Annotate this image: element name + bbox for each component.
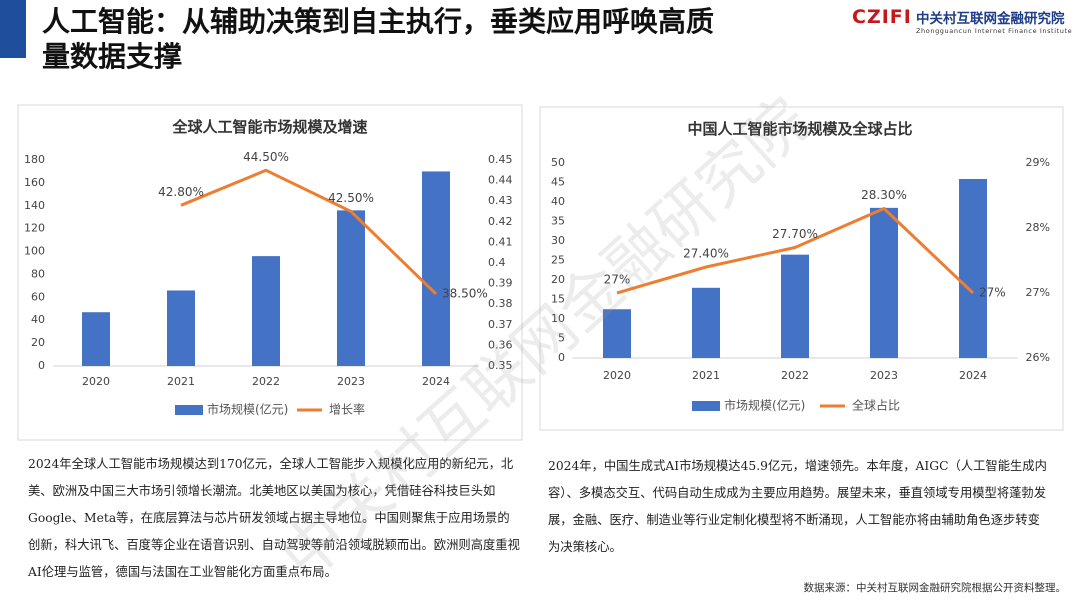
y-tick-label: 160 <box>24 176 45 189</box>
y2-tick-label: 0.41 <box>488 235 513 248</box>
bar <box>870 207 898 358</box>
legend-swatch <box>692 401 720 411</box>
y-tick-label: 45 <box>551 176 565 189</box>
data-label: 27% <box>604 273 631 287</box>
data-label: 44.50% <box>243 150 289 164</box>
y-tick-label: 15 <box>551 293 565 306</box>
legend-label: 全球占比 <box>852 398 900 413</box>
y2-tick-label: 27% <box>1026 286 1050 299</box>
x-tick-label: 2022 <box>252 375 280 388</box>
data-label: 28.30% <box>861 188 907 202</box>
line <box>616 207 975 295</box>
bar <box>337 210 365 366</box>
y2-tick-label: 0.36 <box>488 338 513 351</box>
y2-tick-label: 0.39 <box>488 277 513 290</box>
legend-label: 市场规模(亿元) <box>724 398 805 413</box>
y-tick-label: 120 <box>24 222 45 235</box>
page-title: 人工智能：从辅助决策到自主执行，垂类应用呼唤高质量数据支撑 <box>42 5 715 73</box>
bar <box>252 256 280 366</box>
right-paragraph: 2024年，中国生成式AI市场规模达45.9亿元，增速领先。本年度，AIGC（人… <box>548 459 1047 554</box>
y2-tick-label: 0.35 <box>488 359 513 372</box>
x-tick-label: 2021 <box>692 369 720 382</box>
bar <box>422 171 450 366</box>
x-tick-label: 2021 <box>167 375 195 388</box>
bar <box>603 309 631 358</box>
chart-title: 中国人工智能市场规模及全球占比 <box>687 120 912 138</box>
left-paragraph: 2024年全球人工智能市场规模达到170亿元，全球人工智能步入规模化应用的新纪元… <box>28 457 520 579</box>
y2-tick-label: 0.38 <box>488 297 513 310</box>
logo-name: 中关村互联网金融研究院 <box>916 11 1065 27</box>
y-tick-label: 5 <box>558 332 565 345</box>
header-bar <box>0 0 26 58</box>
bar <box>959 178 987 358</box>
data-label: 42.50% <box>328 191 374 205</box>
y-tick-label: 140 <box>24 199 45 212</box>
y-tick-label: 60 <box>31 290 45 303</box>
source-note: 数据来源：中关村互联网金融研究院根据公开资料整理。 <box>803 582 1067 594</box>
bar <box>167 290 195 366</box>
line <box>180 168 438 295</box>
y2-tick-label: 0.44 <box>488 174 513 187</box>
y2-tick-label: 0.43 <box>488 194 513 207</box>
y2-tick-label: 0.42 <box>488 215 513 228</box>
y2-tick-label: 0.45 <box>488 153 513 166</box>
y-tick-label: 20 <box>551 273 565 286</box>
y-tick-label: 30 <box>551 234 565 247</box>
y-tick-label: 0 <box>38 359 45 372</box>
logo: CZIFI 中关村互联网金融研究院 Zhongguancun Internet … <box>852 6 1074 40</box>
bar <box>692 287 720 358</box>
y-tick-label: 80 <box>31 267 45 280</box>
y2-tick-label: 29% <box>1026 156 1050 169</box>
data-label: 27.40% <box>683 247 729 261</box>
x-tick-label: 2023 <box>870 369 898 382</box>
y-tick-label: 40 <box>31 313 45 326</box>
y2-tick-label: 0.4 <box>488 256 506 269</box>
bar <box>781 254 809 358</box>
y-tick-label: 180 <box>24 153 45 166</box>
data-label: 27.70% <box>772 227 818 241</box>
y-tick-label: 100 <box>24 245 45 258</box>
legend-label: 市场规模(亿元) <box>207 402 288 417</box>
y2-tick-label: 26% <box>1026 351 1050 364</box>
data-label: 27% <box>979 286 1006 300</box>
x-tick-label: 2024 <box>422 375 450 388</box>
logo-mark: CZIFI <box>852 6 912 28</box>
x-tick-label: 2024 <box>959 369 987 382</box>
chart-title: 全球人工智能市场规模及增速 <box>171 118 367 136</box>
y-tick-label: 0 <box>558 351 565 364</box>
y-tick-label: 50 <box>551 156 565 169</box>
y2-tick-label: 0.37 <box>488 318 513 331</box>
x-tick-label: 2022 <box>781 369 809 382</box>
y-tick-label: 25 <box>551 254 565 267</box>
y2-tick-label: 28% <box>1026 221 1050 234</box>
x-tick-label: 2023 <box>337 375 365 388</box>
x-tick-label: 2020 <box>82 375 110 388</box>
bar <box>82 312 110 366</box>
legend-swatch <box>175 405 203 415</box>
legend-label: 增长率 <box>329 402 365 417</box>
data-label: 42.80% <box>158 185 204 199</box>
y-tick-label: 35 <box>551 215 565 228</box>
y-tick-label: 40 <box>551 195 565 208</box>
data-label: 38.50% <box>442 286 488 300</box>
x-tick-label: 2020 <box>603 369 631 382</box>
y-tick-label: 10 <box>551 312 565 325</box>
logo-english: Zhongguancun Internet Finance Institute <box>916 27 1073 35</box>
y-tick-label: 20 <box>31 336 45 349</box>
